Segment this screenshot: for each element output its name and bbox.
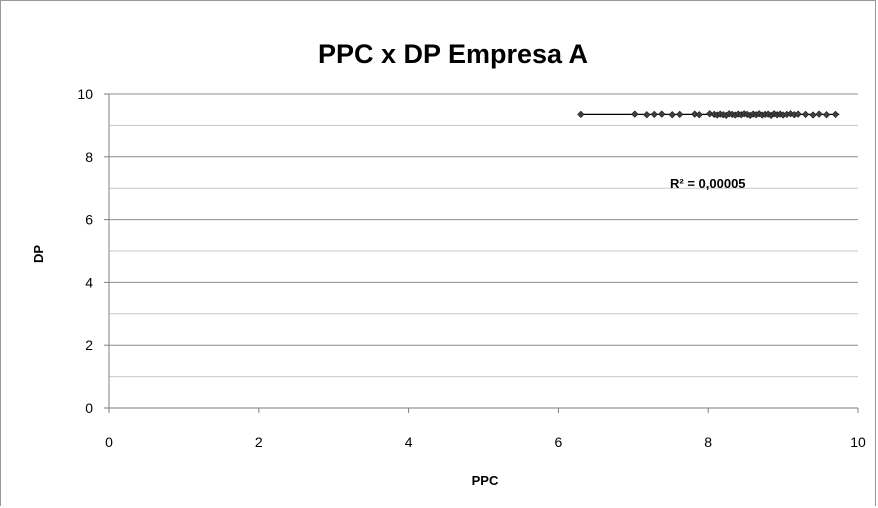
y-tick-label: 8 [85,149,93,165]
y-tick-label: 4 [85,274,93,290]
y-tick-label: 10 [77,86,93,102]
data-point [815,110,823,118]
data-point [658,110,666,118]
data-point [706,110,714,118]
data-point [831,110,840,119]
data-point [668,111,676,119]
data-points [577,110,840,119]
y-tick-label: 6 [85,212,93,228]
data-point [809,111,817,119]
x-tick-label: 6 [555,434,563,450]
data-point [691,110,699,118]
x-tick-label: 10 [850,434,866,450]
axes [104,93,859,413]
data-point [577,110,585,119]
data-point [676,110,684,119]
x-tick-label: 2 [255,434,263,450]
data-point [801,110,810,119]
y-tick-label: 0 [85,400,93,416]
gridlines [109,93,858,378]
data-point [794,110,802,118]
y-tick-labels: 0 2 4 6 8 10 [77,86,93,416]
data-point [631,110,639,118]
y-axis-label: DP [31,245,46,263]
data-point [643,111,651,119]
r-squared-annotation: R² = 0,00005 [670,176,746,191]
x-tick-label: 8 [704,434,712,450]
x-tick-labels: 0 2 4 6 8 10 [105,434,866,450]
data-point [695,111,703,119]
x-tick-label: 0 [105,434,113,450]
y-tick-label: 2 [85,337,93,353]
x-axis-label: PPC [472,473,499,488]
data-point [650,110,658,119]
chart-title: PPC x DP Empresa A [318,39,588,69]
x-tick-label: 4 [405,434,413,450]
data-point [822,111,831,119]
